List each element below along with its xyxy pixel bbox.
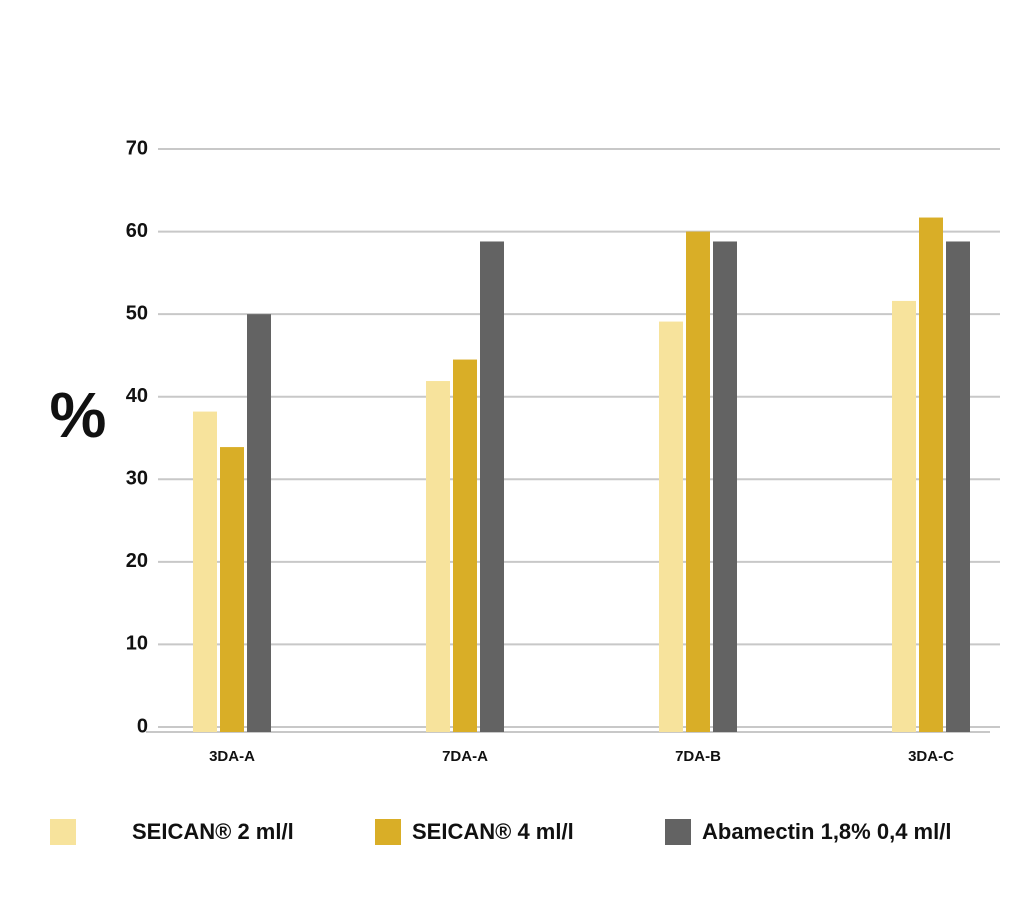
bar	[919, 217, 943, 732]
y-tick-label: 70	[126, 137, 148, 159]
x-tick-label: 7DA-B	[675, 748, 721, 765]
y-tick-label: 40	[126, 385, 148, 407]
y-axis-label: %	[50, 379, 107, 451]
bar	[247, 314, 271, 732]
legend-label: SEICAN® 4 ml/l	[412, 819, 574, 844]
bar	[659, 321, 683, 732]
y-tick-label: 20	[126, 550, 148, 572]
bar	[892, 300, 916, 732]
y-tick-label: 0	[137, 715, 148, 737]
bar	[220, 447, 244, 732]
y-tick-label: 50	[126, 302, 148, 324]
bar	[713, 241, 737, 733]
bar	[193, 411, 217, 732]
bar	[480, 241, 504, 733]
legend-label: SEICAN® 2 ml/l	[132, 819, 294, 844]
legend-label: Abamectin 1,8% 0,4 ml/l	[702, 819, 951, 844]
x-tick-label: 7DA-A	[442, 748, 488, 765]
bar	[686, 231, 710, 733]
x-tick-label: 3DA-C	[908, 748, 954, 765]
bar	[946, 241, 970, 733]
y-tick-label: 10	[126, 633, 148, 655]
legend-swatch	[375, 819, 401, 845]
y-tick-label: 60	[126, 220, 148, 242]
x-tick-label: 3DA-A	[209, 748, 255, 765]
y-tick-label: 30	[126, 468, 148, 490]
legend-swatch	[50, 819, 76, 845]
bar	[426, 381, 450, 732]
legend-swatch	[665, 819, 691, 845]
bar	[453, 359, 477, 732]
